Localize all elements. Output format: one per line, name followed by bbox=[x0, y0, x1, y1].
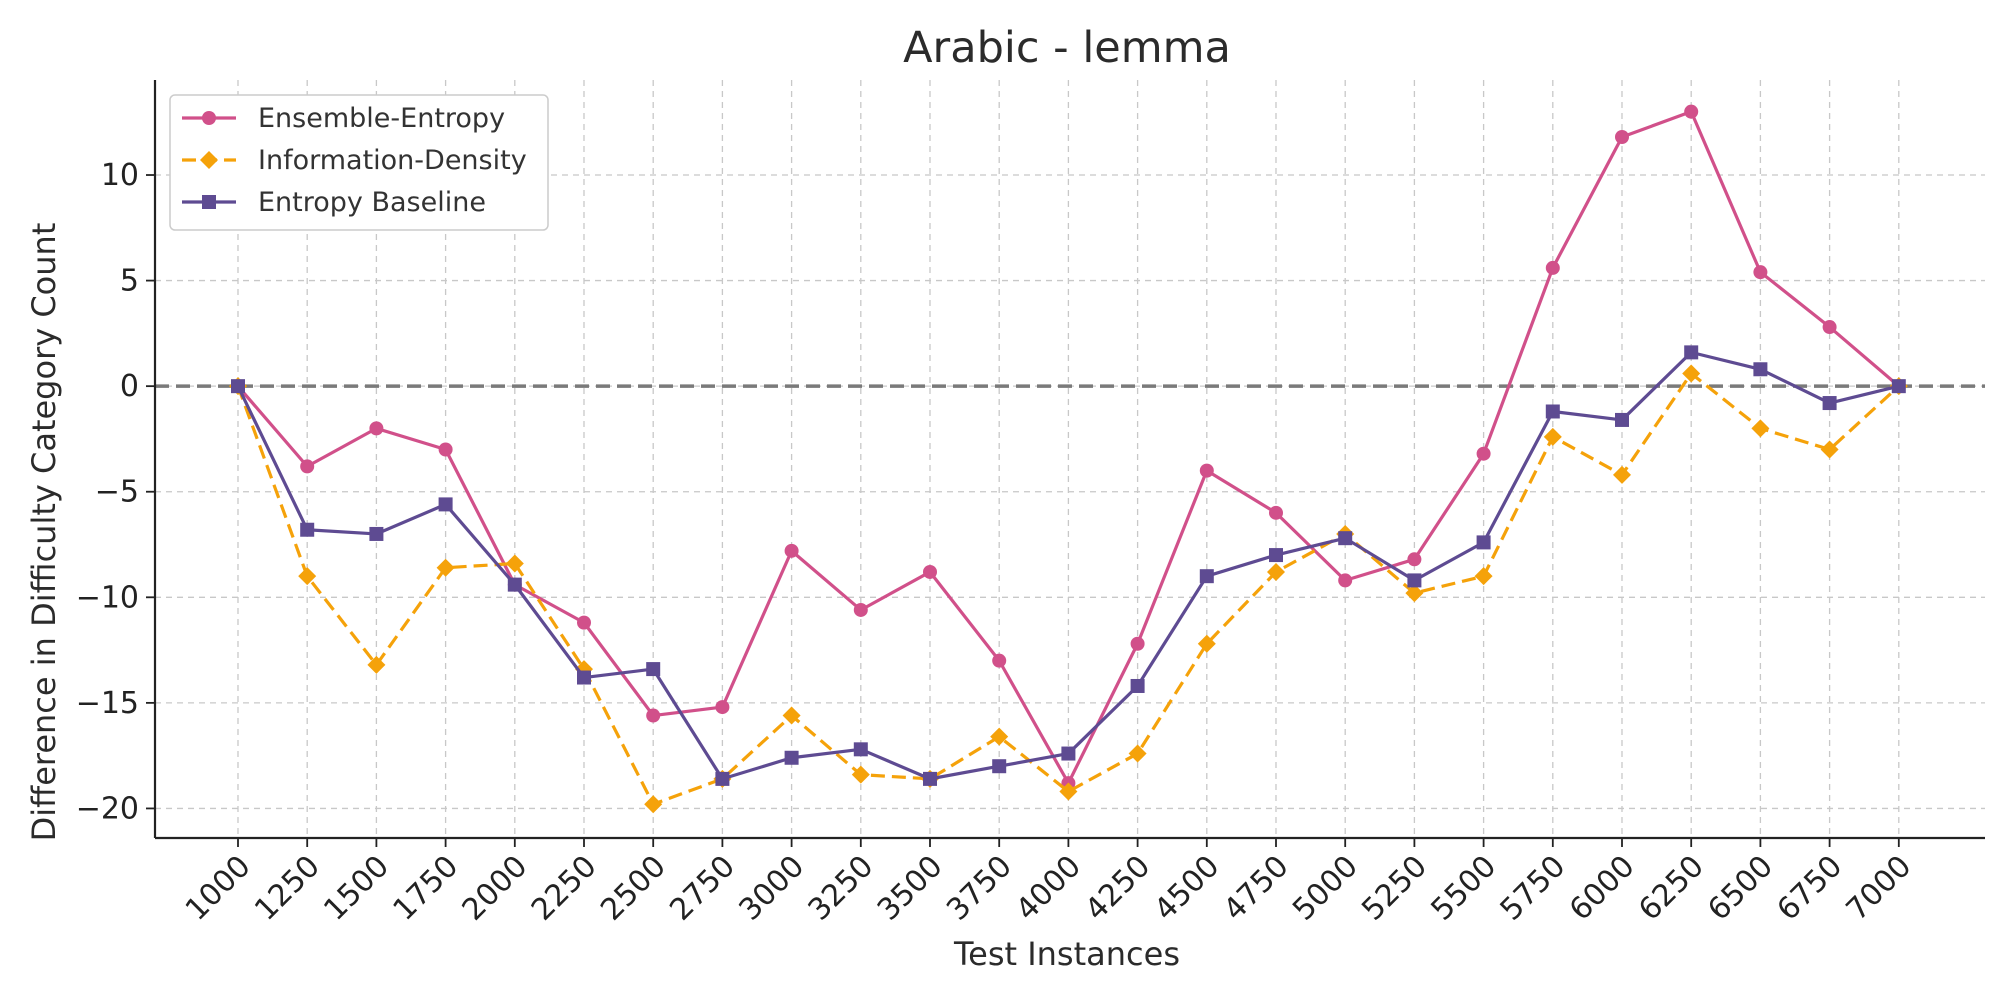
data-point bbox=[436, 558, 455, 577]
data-point bbox=[438, 497, 453, 512]
data-point bbox=[1199, 569, 1214, 584]
data-point bbox=[1130, 636, 1145, 651]
data-point bbox=[1338, 531, 1353, 546]
legend-label: Entropy Baseline bbox=[258, 187, 486, 218]
data-point bbox=[1407, 552, 1422, 567]
legend-label: Information-Density bbox=[258, 145, 527, 176]
y-tick-label: −15 bbox=[76, 686, 139, 721]
series-lines bbox=[229, 104, 1908, 814]
legend-marker bbox=[200, 151, 218, 169]
data-point bbox=[992, 653, 1007, 668]
data-point bbox=[923, 771, 937, 786]
data-point bbox=[1820, 440, 1839, 459]
y-axis-label: Difference in Difficulty Category Count bbox=[25, 223, 63, 842]
y-tick-label: 5 bbox=[120, 264, 139, 299]
axes bbox=[153, 80, 1985, 840]
data-point bbox=[1269, 548, 1283, 563]
data-point bbox=[369, 526, 384, 541]
data-point bbox=[1199, 463, 1214, 478]
data-point bbox=[369, 421, 384, 436]
data-point bbox=[1545, 404, 1560, 419]
data-point bbox=[1197, 634, 1216, 653]
series-entropy-baseline bbox=[231, 345, 1906, 786]
data-point bbox=[1822, 396, 1837, 411]
data-point bbox=[1615, 130, 1629, 145]
data-point bbox=[1128, 744, 1147, 763]
data-point bbox=[438, 442, 453, 457]
data-point bbox=[1751, 419, 1770, 438]
data-point bbox=[646, 708, 661, 723]
data-point bbox=[577, 670, 591, 685]
data-point bbox=[298, 567, 317, 586]
data-point bbox=[1684, 345, 1699, 360]
legend-box bbox=[169, 94, 549, 231]
data-point bbox=[1684, 104, 1699, 119]
data-point bbox=[300, 522, 315, 537]
data-point bbox=[1615, 412, 1629, 427]
data-point bbox=[853, 602, 868, 617]
x-axis-label: Test Instances bbox=[953, 935, 1180, 973]
data-point bbox=[644, 795, 663, 814]
data-point bbox=[715, 771, 730, 786]
data-point bbox=[507, 577, 522, 592]
data-point bbox=[646, 662, 661, 677]
data-point bbox=[231, 379, 245, 394]
data-point bbox=[1267, 562, 1285, 581]
data-point bbox=[1682, 364, 1701, 383]
data-point bbox=[1474, 567, 1493, 586]
data-point bbox=[715, 700, 730, 715]
data-point bbox=[782, 706, 801, 725]
data-point bbox=[1545, 260, 1560, 275]
data-point bbox=[1891, 379, 1906, 394]
data-point bbox=[1543, 427, 1562, 446]
data-point bbox=[1613, 465, 1631, 484]
data-point bbox=[1753, 362, 1768, 377]
legend-marker bbox=[202, 195, 216, 209]
data-point bbox=[923, 564, 937, 579]
data-point bbox=[784, 750, 799, 765]
data-point bbox=[1476, 535, 1491, 550]
data-point bbox=[851, 765, 870, 784]
legend-label: Ensemble-Entropy bbox=[258, 103, 505, 134]
data-point bbox=[1061, 746, 1076, 761]
data-point bbox=[300, 459, 315, 474]
y-tick-label: 0 bbox=[120, 369, 139, 404]
data-point bbox=[1130, 678, 1145, 693]
data-point bbox=[1407, 573, 1422, 588]
y-tick-label: −20 bbox=[76, 791, 139, 826]
y-tick-label: −10 bbox=[76, 580, 139, 615]
data-point bbox=[990, 727, 1009, 746]
data-point bbox=[367, 655, 386, 674]
y-tick-label: −5 bbox=[95, 475, 139, 510]
data-point bbox=[505, 554, 524, 573]
data-point bbox=[1338, 573, 1353, 588]
data-point bbox=[1753, 265, 1768, 280]
legend-marker bbox=[202, 111, 216, 125]
legend: Ensemble-Entropy Information-Density Entro… bbox=[169, 94, 549, 231]
data-point bbox=[853, 742, 868, 757]
data-point bbox=[1405, 584, 1424, 603]
y-tick-label: 10 bbox=[101, 158, 139, 193]
chart-title: Arabic - lemma bbox=[903, 23, 1231, 73]
data-point bbox=[992, 759, 1007, 774]
data-point bbox=[784, 543, 799, 558]
data-point bbox=[1476, 446, 1491, 461]
data-point bbox=[1822, 320, 1837, 335]
data-point bbox=[1059, 782, 1078, 801]
data-point bbox=[577, 615, 591, 630]
data-point bbox=[1269, 505, 1283, 520]
